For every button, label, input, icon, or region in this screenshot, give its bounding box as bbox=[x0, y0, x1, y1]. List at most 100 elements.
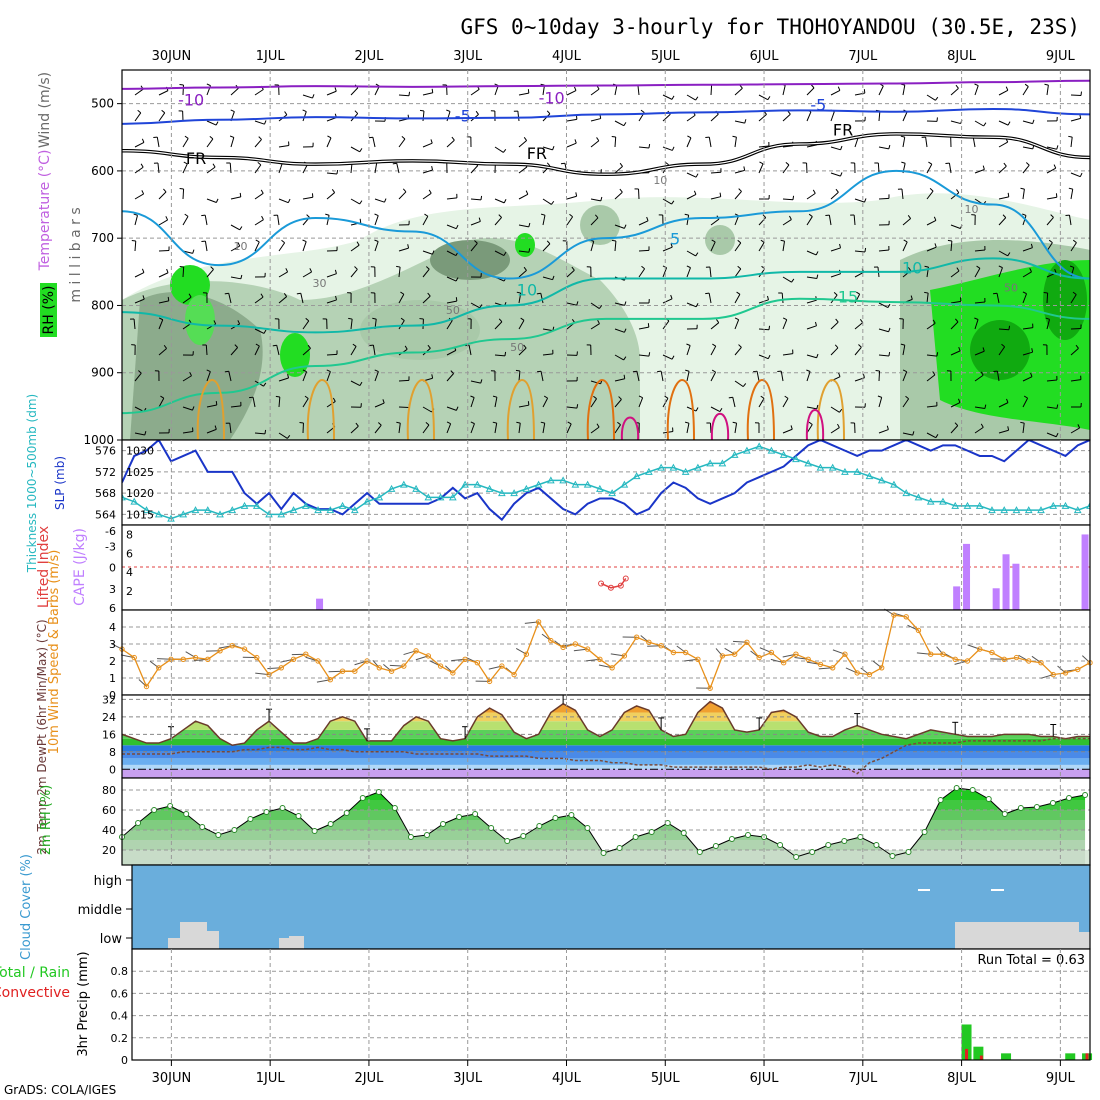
wind-barb bbox=[686, 172, 697, 178]
slp-point bbox=[448, 493, 457, 501]
rh2m-point bbox=[1066, 795, 1073, 801]
wind-barb bbox=[864, 247, 867, 253]
wind-barb bbox=[623, 328, 627, 333]
rh2m-point bbox=[953, 785, 960, 791]
lifted-tick-label: 6 bbox=[109, 602, 116, 615]
wind-barb bbox=[950, 87, 959, 96]
low-cloud-block bbox=[180, 922, 207, 949]
wind-barb bbox=[888, 144, 891, 150]
rh2m-point bbox=[311, 828, 318, 834]
bottom-date-label: 4JUL bbox=[552, 1071, 582, 1086]
contour-label: 15 bbox=[838, 287, 858, 306]
cape-bar bbox=[1081, 534, 1089, 610]
wind-barb bbox=[617, 421, 621, 426]
contour-label: 10 bbox=[517, 281, 537, 300]
wind-barb bbox=[719, 192, 722, 197]
contour-label: 50 bbox=[1004, 282, 1018, 295]
wind-barb bbox=[806, 371, 811, 382]
wind-barb bbox=[932, 319, 936, 324]
wind-barb bbox=[182, 188, 185, 200]
wind-barb bbox=[710, 84, 713, 96]
wind-barb bbox=[398, 267, 401, 278]
wind-barb bbox=[734, 317, 739, 321]
wind-barb bbox=[350, 146, 361, 153]
slp-tick-label: 1020 bbox=[126, 487, 154, 500]
wind-barb bbox=[784, 395, 789, 399]
wind-barb bbox=[760, 239, 765, 243]
wind-barb bbox=[567, 421, 572, 425]
wind-barb bbox=[261, 215, 264, 220]
wind-barb bbox=[903, 239, 908, 243]
cloud-level-label: high bbox=[94, 874, 122, 889]
wind-barb bbox=[179, 265, 184, 268]
wind10m-point bbox=[903, 614, 909, 620]
wind-barb bbox=[350, 319, 353, 330]
wind-barb bbox=[179, 188, 184, 190]
wind-barb bbox=[254, 241, 260, 252]
low-cloud-block bbox=[279, 938, 289, 949]
wind-barb bbox=[830, 146, 841, 151]
thickness-tick-label: 564 bbox=[95, 508, 116, 521]
wind-barb bbox=[1020, 421, 1025, 424]
wind10m-point bbox=[707, 685, 713, 691]
wind-barb bbox=[158, 219, 168, 226]
wind-barb bbox=[974, 406, 985, 410]
wind-barb bbox=[926, 246, 937, 252]
wind-barb bbox=[1005, 86, 1009, 91]
wind10m-point bbox=[1026, 658, 1032, 664]
rh-tick-label: 40 bbox=[102, 824, 116, 837]
wind-barb bbox=[278, 242, 286, 252]
high-cloud-mark bbox=[991, 889, 1004, 891]
rh-mid-area bbox=[705, 225, 735, 255]
wind-barb bbox=[540, 421, 545, 424]
wind-barb bbox=[275, 395, 280, 398]
wind-barb bbox=[936, 352, 939, 357]
wind-barb bbox=[758, 145, 769, 148]
wind-barb bbox=[206, 138, 214, 148]
wind-barb bbox=[734, 169, 745, 174]
bottom-date-label: 6JUL bbox=[750, 1071, 780, 1086]
wind-barb bbox=[569, 213, 573, 218]
wind-barb bbox=[1068, 187, 1073, 190]
wind-barb bbox=[536, 370, 542, 373]
wind-barb bbox=[182, 216, 189, 226]
wind-barb bbox=[230, 405, 241, 408]
run-total-label: Run Total = 0.63 bbox=[977, 953, 1085, 968]
wind-barb bbox=[830, 111, 835, 122]
bottom-date-label: 3JUL bbox=[453, 1071, 483, 1086]
precip-grid bbox=[132, 970, 1090, 1039]
rh2m-point bbox=[648, 829, 655, 835]
precip-ticks: 0 0.2 0.4 0.6 0.8 bbox=[111, 965, 129, 1067]
slp-point bbox=[1012, 506, 1021, 514]
wind-barb bbox=[215, 121, 219, 126]
slp-point bbox=[122, 493, 126, 501]
wind-barb bbox=[213, 320, 217, 325]
rh2m-point bbox=[504, 838, 511, 844]
wind10m-point bbox=[254, 654, 260, 661]
wind-barb bbox=[900, 135, 905, 138]
warm-isotherm bbox=[746, 378, 775, 440]
cape-bar bbox=[1012, 563, 1020, 610]
wind-barb bbox=[550, 200, 555, 205]
contour-label: 30 bbox=[313, 277, 327, 290]
slp-point bbox=[571, 480, 580, 488]
wind-barb bbox=[935, 96, 939, 101]
wind-barb bbox=[998, 328, 1010, 331]
wind-barb bbox=[396, 163, 400, 174]
rh2m-line bbox=[119, 785, 1089, 860]
wind-barb bbox=[402, 188, 407, 193]
wind-barb bbox=[950, 402, 961, 408]
wind-barb bbox=[926, 432, 937, 439]
rh2m-ticks: 20 40 60 80 bbox=[102, 784, 116, 857]
wind-barb bbox=[492, 421, 497, 424]
wind10m-grid bbox=[122, 626, 1090, 679]
wind-barb bbox=[711, 369, 716, 373]
wind-barb bbox=[518, 370, 521, 382]
wind-barb bbox=[239, 226, 243, 231]
wind-barb bbox=[926, 293, 929, 304]
wind-barb bbox=[158, 300, 169, 304]
wind-barb bbox=[470, 395, 475, 398]
wind10m-point bbox=[303, 651, 309, 657]
wind-barb bbox=[806, 354, 817, 359]
wind10m-point bbox=[584, 646, 591, 652]
